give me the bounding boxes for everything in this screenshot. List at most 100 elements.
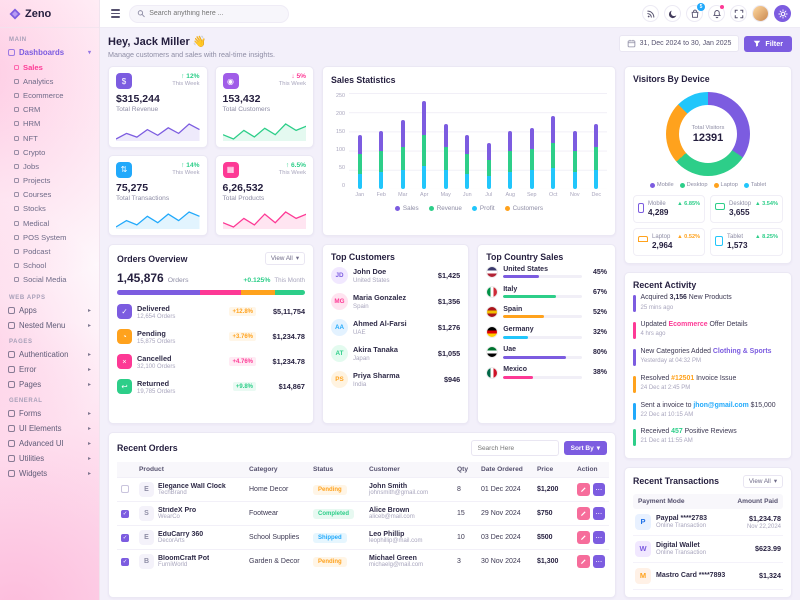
settings-gear-icon[interactable]: [774, 5, 791, 22]
sidebar-item-podcast[interactable]: Podcast: [6, 244, 99, 258]
table-cell: ✓: [117, 501, 135, 526]
menu-item-label: Utilities: [19, 454, 45, 463]
fullscreen-icon[interactable]: [730, 5, 747, 22]
activity-item: New Categories Added Clothing & Sports Ye…: [633, 344, 783, 371]
legend-laptop[interactable]: Laptop: [713, 182, 738, 188]
edit-button[interactable]: [577, 555, 590, 568]
sidebar-item-ui-elements[interactable]: UI Elements ▸: [0, 421, 99, 436]
row-checkbox[interactable]: ✓: [121, 557, 129, 566]
sidebar-item-error[interactable]: Error ▸: [0, 362, 99, 377]
sidebar-item-social-media[interactable]: Social Media: [6, 273, 99, 287]
sidebar-item-advanced-ui[interactable]: Advanced UI ▸: [0, 436, 99, 451]
edit-button[interactable]: [577, 531, 590, 544]
submenu-item-label: Medical: [23, 218, 50, 228]
table-cell: $750: [533, 501, 573, 526]
sidebar-item-nested-menu[interactable]: Nested Menu ▸: [0, 318, 99, 333]
sidebar-item-ecommerce[interactable]: Ecommerce: [6, 88, 99, 102]
submenu-item-label: POS System: [23, 232, 67, 242]
menu-item-icon: [8, 307, 15, 314]
dark-mode-icon[interactable]: [664, 5, 681, 22]
row-checkbox[interactable]: ✓: [121, 533, 129, 542]
submenu-item-label: CRM: [23, 105, 41, 115]
view-all-button[interactable]: View All ▾: [264, 252, 305, 265]
country-row: Uae 80%: [486, 342, 607, 362]
sidebar-item-medical[interactable]: Medical: [6, 216, 99, 230]
status-count: 32,100 Orders: [137, 363, 176, 370]
global-search-input[interactable]: [149, 10, 281, 17]
mobile-icon: [638, 203, 644, 213]
table-cell: Garden & Decor: [245, 549, 309, 573]
visitors-donut-chart: Total Visitors 12391: [666, 92, 750, 176]
sidebar-item-pos-system[interactable]: POS System: [6, 230, 99, 244]
country-name: Mexico: [503, 366, 527, 374]
more-actions-button[interactable]: ⋯: [592, 555, 605, 568]
cart-icon[interactable]: 5: [686, 3, 705, 22]
activity-time: 24 Dec at 2:45 PM: [640, 384, 691, 391]
legend-profit[interactable]: Profit: [471, 205, 495, 212]
sidebar-item-dashboards[interactable]: Dashboards ▾: [0, 45, 99, 60]
sidebar-item-jobs[interactable]: Jobs: [6, 159, 99, 173]
edit-button[interactable]: [577, 483, 590, 496]
right-column: Visitors By Device Total Visitors 12391 …: [624, 66, 792, 598]
filter-button[interactable]: Filter: [744, 35, 792, 52]
chevron-right-icon: ▸: [87, 308, 91, 314]
sidebar-item-courses[interactable]: Courses: [6, 188, 99, 202]
customer-email: leophillip@mail.com: [369, 538, 423, 544]
select-all-column: [117, 462, 135, 478]
legend-desktop[interactable]: Desktop: [679, 182, 708, 188]
user-avatar[interactable]: [752, 5, 769, 22]
legend-customers[interactable]: Customers: [504, 205, 543, 212]
country-percent: 45%: [592, 268, 607, 276]
sidebar-item-crm[interactable]: CRM: [6, 103, 99, 117]
sidebar-item-school[interactable]: School: [6, 259, 99, 273]
orders-search-input[interactable]: [470, 440, 559, 456]
legend-dot: [649, 182, 655, 188]
status-amount: $1,234.78: [272, 357, 305, 366]
submenu-item-icon: [14, 192, 19, 198]
sidebar-item-widgets[interactable]: Widgets ▸: [0, 466, 99, 481]
menu-item-label: Forms: [19, 409, 42, 418]
sort-by-button[interactable]: Sort By ▾: [563, 441, 607, 455]
legend-revenue[interactable]: Revenue: [428, 205, 462, 212]
product-thumb: B: [139, 554, 154, 569]
more-actions-button[interactable]: ⋯: [592, 483, 605, 496]
app-logo[interactable]: Zeno: [0, 0, 99, 28]
menu-toggle-icon[interactable]: [109, 7, 122, 19]
notification-bell-icon[interactable]: [708, 5, 725, 22]
status-amount: $5,11,754: [272, 307, 305, 316]
sidebar-item-hrm[interactable]: HRM: [6, 117, 99, 131]
more-actions-button[interactable]: ⋯: [592, 507, 605, 520]
sidebar-item-pages[interactable]: Pages ▸: [0, 377, 99, 392]
sidebar-item-apps[interactable]: Apps ▸: [0, 303, 99, 318]
sidebar-item-authentication[interactable]: Authentication ▸: [0, 347, 99, 362]
row-checkbox[interactable]: ✓: [121, 509, 129, 518]
progress-segment: [199, 290, 242, 295]
view-all-button[interactable]: View All ▾: [742, 474, 783, 488]
sidebar-item-sales[interactable]: Sales: [6, 60, 99, 74]
recent-activity-card: Recent Activity Acquired 3,156 New Produ…: [624, 272, 792, 459]
sidebar-item-utilities[interactable]: Utilities ▸: [0, 451, 99, 466]
more-actions-button[interactable]: ⋯: [592, 531, 605, 544]
date-range-picker[interactable]: 31, Dec 2024 to 30, Jan 2025: [618, 35, 740, 52]
legend-sales[interactable]: Sales: [394, 205, 419, 212]
legend-mobile[interactable]: Mobile: [649, 182, 674, 188]
activity-marker: [633, 429, 636, 447]
sidebar-section-label: PAGES: [9, 339, 33, 345]
menu-item-icon: [8, 455, 15, 462]
rss-icon[interactable]: [642, 5, 659, 22]
sidebar-item-analytics[interactable]: Analytics: [6, 74, 99, 88]
legend-tablet[interactable]: Tablet: [743, 182, 766, 188]
edit-button[interactable]: [577, 507, 590, 520]
sidebar-item-stocks[interactable]: Stocks: [6, 202, 99, 216]
bar-oct: [551, 116, 556, 189]
sidebar-item-forms[interactable]: Forms ▸: [0, 406, 99, 421]
table-cell: E EduCarry 360 DecorArts: [135, 525, 245, 550]
sidebar-item-crypto[interactable]: Crypto: [6, 145, 99, 159]
stat-icon: $: [116, 73, 132, 89]
activity-title: Received 457 Positive Reviews: [640, 428, 737, 436]
row-checkbox[interactable]: [121, 484, 129, 493]
stat-change: ↑ 12%: [181, 73, 200, 80]
sidebar-item-projects[interactable]: Projects: [6, 174, 99, 188]
sidebar-item-nft[interactable]: NFT: [6, 131, 99, 145]
bar-column: [457, 93, 479, 189]
